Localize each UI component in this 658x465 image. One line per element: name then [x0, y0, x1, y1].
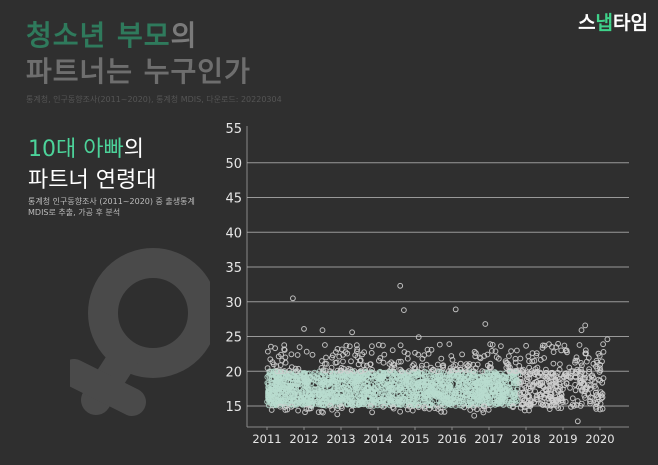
y-tick-label: 40 [225, 226, 242, 241]
x-tick-label: 2018 [511, 432, 540, 446]
note-line: 통계청 인구동향조사 (2011~2020) 중 출생통계 [28, 197, 195, 206]
x-tick-label: 2011 [252, 432, 281, 446]
title-highlight: 청소년 부모 [26, 19, 171, 52]
title-suffix: 의 [170, 19, 198, 52]
x-tick-label: 2020 [585, 432, 614, 446]
female-symbol-icon [60, 240, 218, 434]
brand-logo: 스냅타임 [578, 8, 648, 35]
y-tick-label: 25 [225, 331, 242, 346]
x-tick-label: 2017 [474, 432, 503, 446]
x-tick-label: 2013 [326, 432, 355, 446]
data-points [264, 282, 611, 425]
x-tick-label: 2016 [437, 432, 466, 446]
x-tick-label: 2015 [400, 432, 429, 446]
x-tick-label: 2012 [289, 432, 318, 446]
chart-heading: 10대 아빠의 [28, 131, 144, 163]
x-tick-label: 2019 [548, 432, 577, 446]
heading-highlight: 10대 아빠 [28, 137, 124, 162]
source-caption: 통계청, 인구동향조사(2011~2020), 통계청 MDIS, 다운로드: … [26, 95, 282, 104]
x-tick-label: 2014 [363, 432, 392, 446]
note-line: MDIS로 추출, 가공 후 분석 [28, 208, 121, 217]
logo-part: 스 [578, 12, 596, 34]
chart-subheading: 파트너 연령대 [28, 168, 157, 193]
methodology-note: 통계청 인구동향조사 (2011~2020) 중 출생통계 MDIS로 추출, 가… [28, 196, 195, 218]
page-title-line1: 청소년 부모의 [26, 14, 197, 54]
y-tick-label: 45 [225, 192, 242, 207]
heading-suffix: 의 [123, 137, 144, 162]
y-tick-label: 35 [225, 261, 242, 276]
y-tick-label: 15 [225, 400, 242, 415]
y-tick-label: 30 [225, 296, 242, 311]
page-title-line2: 파트너는 누구인가 [26, 55, 251, 88]
logo-part-accent: 냅 [595, 12, 614, 34]
y-tick-label: 20 [225, 365, 242, 380]
logo-part: 타임 [613, 12, 648, 34]
y-tick-label: 50 [225, 157, 242, 172]
y-tick-label: 55 [225, 122, 242, 137]
